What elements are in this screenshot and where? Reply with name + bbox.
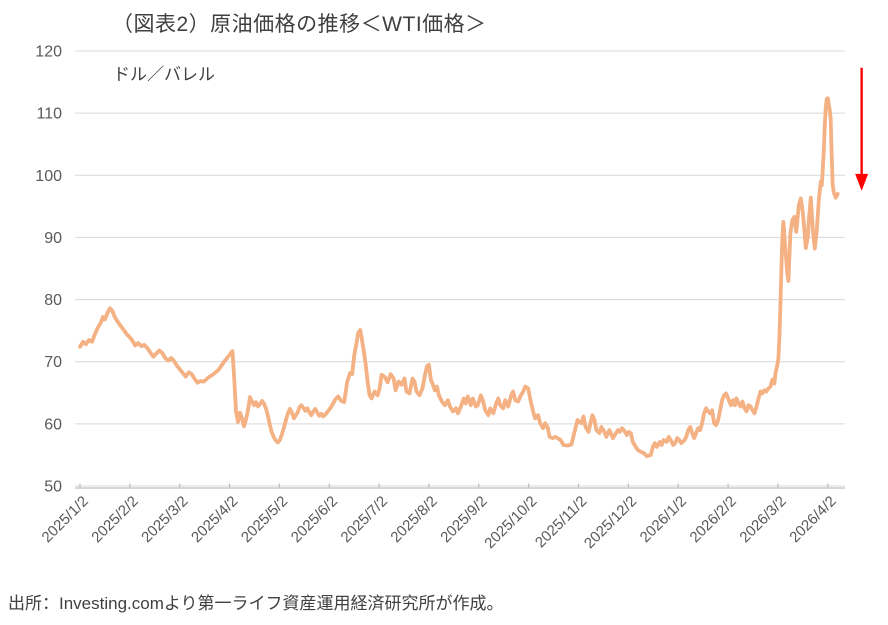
- x-tick-label: 2025/12/2: [581, 493, 640, 552]
- x-tick-label: 2025/6/2: [288, 493, 341, 546]
- x-tick-label: 2026/1/2: [637, 493, 690, 546]
- x-tick-label: 2025/8/2: [387, 493, 440, 546]
- y-tick-label: 80: [44, 292, 62, 309]
- y-axis-unit-label: ドル／バレル: [113, 65, 215, 84]
- chart-title: （図表2）原油価格の推移＜WTI価格＞: [112, 13, 487, 36]
- x-tick-label: 2025/1/2: [39, 493, 92, 546]
- x-tick-label: 2025/3/2: [138, 493, 191, 546]
- source-note: 出所：Investing.comより第一ライフ資産運用経済研究所が作成。: [8, 594, 504, 613]
- down-arrow-icon: [855, 67, 869, 191]
- x-tick-label: 2025/7/2: [338, 493, 391, 546]
- y-tick-label: 50: [44, 479, 62, 496]
- x-tick-label: 2025/5/2: [238, 493, 291, 546]
- gridlines: [75, 50, 845, 487]
- x-tick-label: 2025/2/2: [88, 493, 141, 546]
- y-axis-tick-labels: 50 60 70 80 90 100 110 120: [35, 44, 62, 496]
- x-tick-label: 2026/2/2: [687, 493, 740, 546]
- y-tick-label: 110: [36, 106, 62, 123]
- x-tick-label: 2025/10/2: [481, 493, 540, 552]
- wti-price-line: [78, 96, 840, 459]
- wti-line-chart: 50607080901001101202025/1/22025/2/22025/…: [35, 44, 869, 552]
- y-tick-label: 120: [35, 44, 62, 61]
- x-tick-label: 2025/4/2: [188, 493, 241, 546]
- x-tick-label: 2026/3/2: [736, 493, 789, 546]
- x-tick-label: 2026/4/2: [786, 493, 839, 546]
- y-tick-label: 60: [44, 416, 62, 433]
- y-tick-label: 70: [44, 354, 62, 371]
- x-axis: 2025/1/22025/2/22025/3/22025/4/22025/5/2…: [39, 483, 845, 552]
- x-tick-label: 2025/11/2: [532, 493, 590, 551]
- y-tick-label: 100: [35, 168, 62, 185]
- y-tick-label: 90: [44, 230, 62, 247]
